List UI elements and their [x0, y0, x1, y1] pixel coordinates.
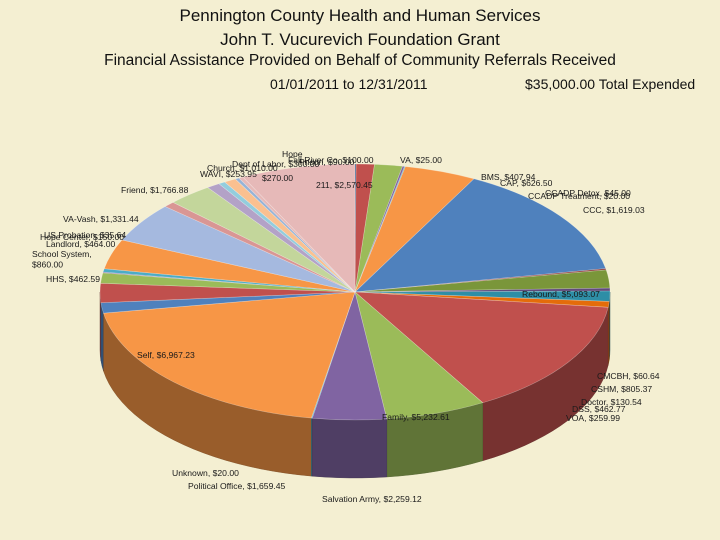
pie-slice-side — [100, 302, 104, 372]
chart-title: Pennington County Health and Human Servi… — [179, 6, 541, 25]
pie-slice — [354, 291, 609, 404]
pie-slice — [102, 268, 356, 293]
slice-label: VA-Vash, $1,331.44 — [63, 214, 139, 224]
total-expended: $35,000.00 Total Expended — [525, 76, 696, 92]
pie-slice — [234, 177, 356, 293]
slice-label: Friend, $1,766.88 — [121, 185, 189, 195]
slice-label: CSHM, $805.37 — [591, 384, 652, 394]
pie-sides — [99, 291, 611, 479]
pie-slice — [354, 163, 375, 293]
pie-slice — [103, 239, 356, 293]
slice-label: CAP, $626.50 — [500, 178, 553, 188]
slice-label: Hope Center, $150.00 — [40, 232, 124, 242]
pie-slice — [310, 291, 356, 419]
slice-label: CCADP Treatment, $20.00 — [528, 191, 630, 201]
slice-label: Hope — [282, 149, 303, 159]
slice-label: VOA, $259.99 — [566, 413, 620, 423]
pie-slice — [238, 176, 356, 293]
pie-slice — [354, 166, 475, 293]
pie-slice — [354, 291, 610, 308]
slice-label: Landlord, $464.00 — [46, 239, 116, 249]
pie-tops — [99, 163, 611, 421]
pie-slice — [354, 269, 611, 293]
pie-slice — [99, 282, 356, 304]
slice-label: WAVI, $253.95 — [200, 169, 257, 179]
pie-slice — [354, 290, 611, 302]
pie-slice — [164, 201, 356, 293]
pie-slice — [354, 164, 403, 293]
chart-subtitle: John T. Vucurevich Foundation Grant — [220, 30, 500, 49]
pie-slice — [242, 163, 356, 293]
pie-slice — [102, 271, 356, 293]
slice-label: Family, $5,232.61 — [382, 412, 450, 422]
slice-label: Political Office, $1,659.45 — [188, 481, 286, 491]
slice-label: CCADP Detox, $45.00 — [545, 188, 631, 198]
slice-label: Salvation Army, $2,259.12 — [322, 494, 422, 504]
slice-label: Rebound, $5,093.07 — [522, 289, 600, 299]
slice-label: School System, $860.00 — [32, 249, 92, 270]
pie-slice — [121, 206, 356, 293]
pie-slice — [354, 178, 607, 293]
slice-label: 211, $2,570.45 — [316, 180, 373, 190]
slice-label: Dept of Labor, $300.00 — [232, 159, 320, 169]
pie-slice — [100, 291, 356, 314]
pie-slice — [218, 181, 356, 293]
pie-slice — [354, 287, 611, 293]
pie-slice — [207, 183, 356, 293]
pie-slice — [311, 290, 388, 421]
slice-label: Fall River Co, $100.00 — [288, 155, 374, 165]
pie-slice — [354, 166, 406, 293]
slice-label: $270.00 — [262, 173, 293, 183]
pie-slice-side — [312, 417, 388, 479]
pie-slice — [354, 268, 607, 293]
slice-label: CMCBH, $60.64 — [597, 371, 660, 381]
pie-slice — [354, 163, 357, 293]
slice-label: Prison, $90.00 — [299, 157, 355, 167]
slice-label: Church, $1,010.00 — [207, 163, 278, 173]
date-range: 01/01/2011 to 12/31/2011 — [270, 76, 428, 92]
pie-slice — [172, 187, 356, 293]
slice-label: Self, $6,967.23 — [137, 350, 195, 360]
pie-slice — [224, 178, 356, 293]
pie-slice — [354, 291, 484, 420]
slice-label: US Probation, $35.64 — [44, 230, 126, 240]
slice-label: CCC, $1,619.03 — [583, 205, 645, 215]
slice-label: DSS, $462.77 — [572, 404, 626, 414]
slice-label: Unknown, $20.00 — [172, 468, 239, 478]
pie-slice — [354, 165, 405, 293]
slice-label: Doctor, $130.54 — [581, 397, 642, 407]
pie-slice — [100, 272, 356, 293]
slice-label: BMS, $407.94 — [481, 172, 536, 182]
pie-slice — [103, 291, 356, 419]
chart-subtitle-2: Financial Assistance Provided on Behalf … — [104, 52, 616, 69]
slice-label: HHS, $462.59 — [46, 274, 100, 284]
slice-label: VA, $25.00 — [400, 155, 442, 165]
